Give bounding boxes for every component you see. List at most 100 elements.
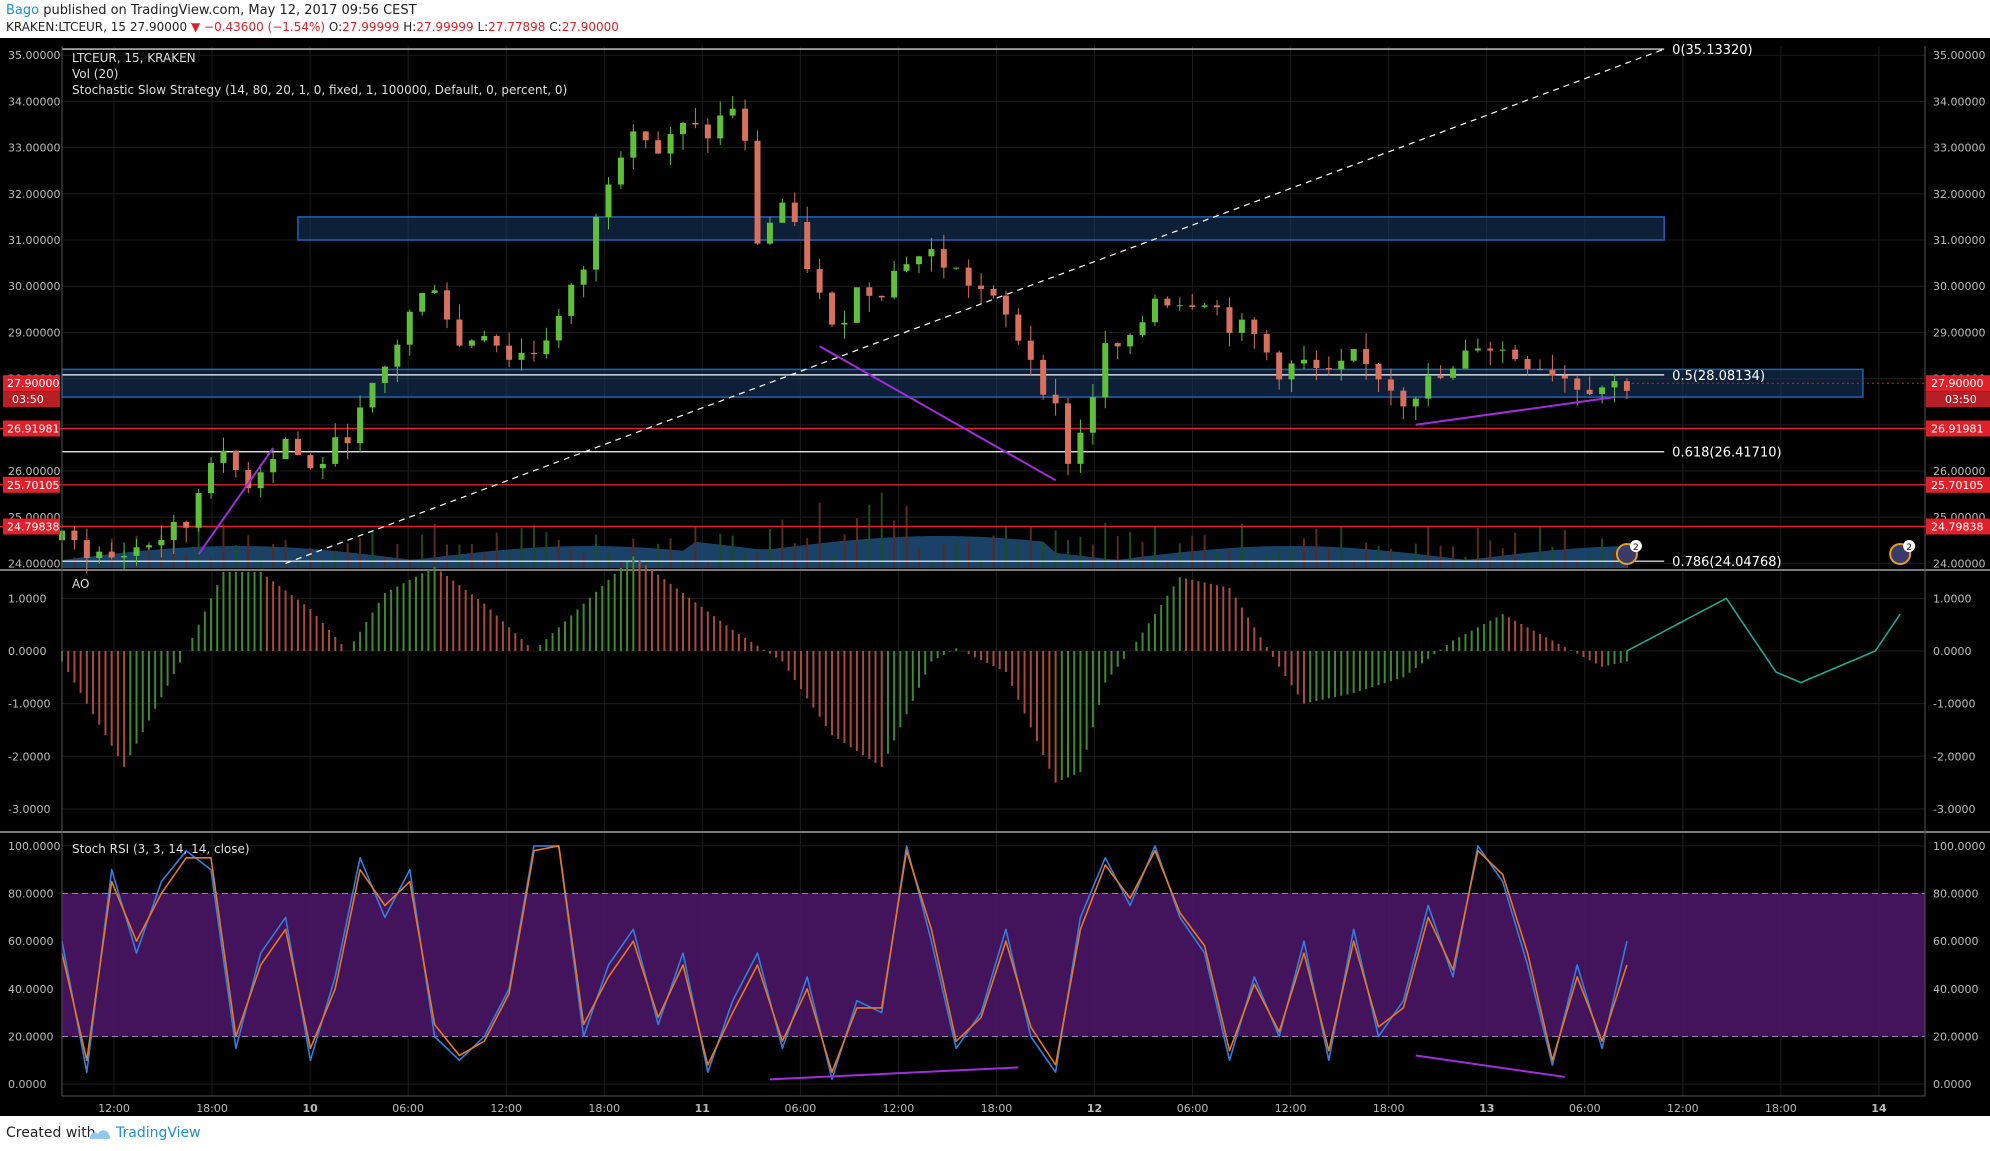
y-tick-label-right: 33.00000 bbox=[1933, 142, 1986, 155]
candle-body bbox=[1288, 363, 1295, 380]
price-tag-right bbox=[1926, 476, 1990, 493]
price-tag-right-label: 27.90000 bbox=[1931, 377, 1984, 390]
candle-body bbox=[680, 123, 686, 135]
price-tag-left bbox=[3, 476, 60, 493]
open-value: 27.99999 bbox=[342, 20, 400, 34]
y-tick-label-left: 0.0000 bbox=[8, 645, 47, 658]
y-tick-label-left: 30.00000 bbox=[8, 280, 61, 293]
ao-pane bbox=[61, 556, 1901, 783]
candle-body bbox=[1474, 348, 1481, 351]
candle-body bbox=[742, 108, 749, 141]
close-label: C: bbox=[549, 20, 562, 34]
y-tick-label-right: 1.0000 bbox=[1933, 592, 1972, 605]
candle-body bbox=[1102, 343, 1109, 398]
candle-body bbox=[468, 340, 475, 346]
fib-levels: 0(35.13320) 0.5(28.08134) 0.618(26.41710) 0… bbox=[0, 43, 1990, 570]
candle-body bbox=[841, 322, 848, 325]
candle-body bbox=[406, 311, 413, 345]
candle-body bbox=[1412, 398, 1419, 407]
fib-level-label: 0(35.13320) bbox=[1672, 43, 1752, 58]
stoch-pane bbox=[61, 845, 1925, 1081]
footer: Created with TradingView bbox=[0, 1116, 1990, 1151]
y-tick-label-right: 40.0000 bbox=[1933, 983, 1979, 996]
candle-body bbox=[332, 437, 339, 464]
price-tag-right-label: 24.79838 bbox=[1931, 520, 1984, 533]
legend-volume: Vol (20) bbox=[72, 67, 118, 81]
time-tick-label: 18:00 bbox=[588, 1102, 620, 1115]
time-tick-label: 18:00 bbox=[196, 1102, 228, 1115]
candle-body bbox=[1611, 381, 1618, 388]
countdown-label-right: 03:50 bbox=[1945, 393, 1977, 406]
candle-body bbox=[1226, 307, 1233, 333]
candle-body bbox=[791, 202, 798, 223]
y-tick-label-right: 0.0000 bbox=[1933, 645, 1972, 658]
candle-body bbox=[729, 108, 736, 116]
candle-body bbox=[1238, 319, 1245, 333]
y-tick-label-left: 26.00000 bbox=[8, 465, 61, 478]
stoch-band bbox=[62, 893, 1925, 1037]
candle-body bbox=[1450, 368, 1457, 378]
time-tick-label: 14 bbox=[1871, 1102, 1887, 1115]
y-tick-label-left: 20.0000 bbox=[8, 1030, 54, 1043]
y-tick-label-right: 24.00000 bbox=[1933, 557, 1986, 570]
y-tick-label-right: 35.00000 bbox=[1933, 49, 1986, 62]
time-tick-label: 18:00 bbox=[981, 1102, 1013, 1115]
time-tick-label: 12:00 bbox=[98, 1102, 130, 1115]
candle-body bbox=[754, 140, 761, 244]
candle-body bbox=[617, 157, 624, 185]
ohlc-line: KRAKEN:LTCEUR, 15 27.90000 ▼ −0.43600 (−… bbox=[6, 20, 619, 34]
y-tick-label-right: 100.0000 bbox=[1933, 840, 1986, 853]
candle-body bbox=[953, 267, 960, 269]
candle-body bbox=[978, 285, 985, 289]
y-tick-label-left: 35.00000 bbox=[8, 49, 61, 62]
y-tick-label-right: 29.00000 bbox=[1933, 326, 1986, 339]
ao-legend: AO bbox=[72, 577, 89, 591]
candle-body bbox=[245, 470, 252, 489]
candle-body bbox=[1301, 359, 1307, 364]
candle-body bbox=[1276, 352, 1283, 380]
candle-body bbox=[319, 463, 326, 469]
candle-body bbox=[692, 123, 699, 125]
legend-symbol: LTCEUR, 15, KRAKEN bbox=[72, 51, 196, 65]
price-tag-left bbox=[3, 518, 60, 535]
candle-body bbox=[903, 264, 910, 271]
candle-body bbox=[1027, 340, 1034, 360]
candle-body bbox=[1214, 305, 1221, 308]
divergence-line bbox=[197, 447, 274, 555]
candle-body bbox=[1549, 370, 1556, 376]
candle-body bbox=[481, 335, 488, 341]
chart-canvas[interactable]: 0(35.13320) 0.5(28.08134) 0.618(26.41710) 0… bbox=[0, 38, 1990, 1116]
candle-body bbox=[183, 522, 190, 528]
candle-body bbox=[133, 547, 140, 556]
zone-box bbox=[61, 368, 1864, 398]
candle-body bbox=[1251, 319, 1258, 334]
time-tick-label: 18:00 bbox=[1373, 1102, 1405, 1115]
dashed-trend-line bbox=[285, 48, 1665, 564]
candle-body bbox=[431, 290, 438, 293]
stoch-divergence-line bbox=[1415, 1054, 1565, 1078]
candle-body bbox=[853, 287, 860, 323]
candle-body bbox=[1077, 432, 1084, 464]
low-value: 27.77898 bbox=[488, 20, 546, 34]
y-tick-label-left: 31.00000 bbox=[8, 234, 61, 247]
low-label: L: bbox=[477, 20, 489, 34]
candle-body bbox=[1065, 403, 1072, 464]
fib-level-label: 0.5(28.08134) bbox=[1672, 369, 1765, 384]
y-tick-label-left: 80.0000 bbox=[8, 888, 54, 901]
candle-body bbox=[208, 462, 215, 494]
author-link[interactable]: Bago bbox=[6, 3, 40, 18]
candle-body bbox=[1574, 378, 1581, 390]
stoch-legend: Stoch RSI (3, 3, 14, 14, close) bbox=[72, 842, 250, 856]
y-tick-label-left: 24.00000 bbox=[8, 557, 61, 570]
price-tag-left-label: 27.90000 bbox=[7, 377, 60, 390]
candle-body bbox=[915, 256, 922, 265]
close-value: 27.90000 bbox=[561, 20, 619, 34]
y-tick-label-right: -3.0000 bbox=[1933, 803, 1975, 816]
y-tick-label-left: 0.0000 bbox=[8, 1078, 47, 1091]
ao-projection-curve bbox=[1626, 597, 1901, 684]
y-tick-label-right: -2.0000 bbox=[1933, 750, 1975, 763]
countdown-tag-left bbox=[3, 391, 60, 408]
zone-box bbox=[297, 216, 1665, 241]
tradingview-link[interactable]: TradingView bbox=[116, 1125, 201, 1141]
